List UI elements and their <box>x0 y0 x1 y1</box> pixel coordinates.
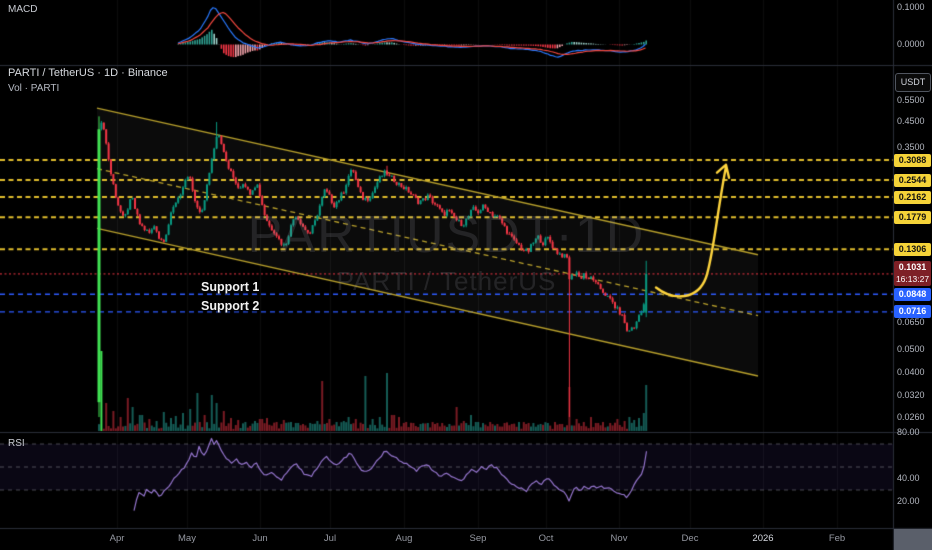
macd-axis-tick-zero: 0.0000 <box>897 39 925 49</box>
last-price-value: 0.1031 <box>898 262 927 272</box>
level-badge: 0.1779 <box>894 211 931 224</box>
time-axis-label: Jun <box>252 533 268 544</box>
time-axis-label: Aug <box>395 533 413 544</box>
time-axis-label: Jul <box>323 533 337 544</box>
time-axis-label: Sep <box>469 533 487 544</box>
last-price-badge: 0.1031 16:13:27 <box>894 261 931 286</box>
volume-study-label[interactable]: Vol · PARTI <box>8 83 60 94</box>
currency-toggle-button[interactable]: USDT <box>895 73 931 92</box>
level-badge: 0.3088 <box>894 153 931 167</box>
time-axis-label: Dec <box>681 533 699 544</box>
macd-axis-tick-top: 0.1000 <box>897 2 925 12</box>
price-tick: 0.0650 <box>897 317 925 327</box>
time-axis-label: Oct <box>538 533 554 544</box>
price-tick: 0.0320 <box>897 390 925 400</box>
time-axis-label: 2026 <box>752 533 774 544</box>
rsi-tick: 40.00 <box>897 473 920 483</box>
level-badge: 0.2162 <box>894 190 931 204</box>
time-axis-label: Nov <box>610 533 628 544</box>
time-axis-label: Feb <box>828 533 846 544</box>
bar-countdown: 16:13:27 <box>895 274 930 284</box>
time-axis-corner[interactable] <box>894 529 932 550</box>
support2-annotation[interactable]: Support 2 <box>201 299 260 313</box>
support1-annotation[interactable]: Support 1 <box>201 280 260 294</box>
rsi-tick: 80.00 <box>897 427 920 437</box>
time-axis-label: May <box>178 533 196 544</box>
price-tick: 0.4500 <box>897 116 925 126</box>
level-badge: 0.1306 <box>894 243 931 256</box>
price-tick: 0.3500 <box>897 142 925 152</box>
macd-pane-label: MACD <box>8 4 38 15</box>
time-axis-label: Apr <box>109 533 125 544</box>
price-tick: 0.0500 <box>897 344 925 354</box>
rsi-pane-label: RSI <box>8 438 25 449</box>
price-tick: 0.0400 <box>897 367 925 377</box>
support-badge: 0.0848 <box>894 288 931 301</box>
price-tick: 0.5500 <box>897 95 925 105</box>
symbol-title[interactable]: PARTI / TetherUS · 1D · Binance <box>8 67 168 79</box>
price-tick: 0.0260 <box>897 412 925 422</box>
level-badge: 0.2544 <box>894 173 931 187</box>
time-axis[interactable]: Apr May Jun Jul Aug Sep Oct Nov Dec 2026 Feb <box>0 529 932 550</box>
rsi-tick: 20.00 <box>897 496 920 506</box>
support-badge: 0.0716 <box>894 305 931 318</box>
